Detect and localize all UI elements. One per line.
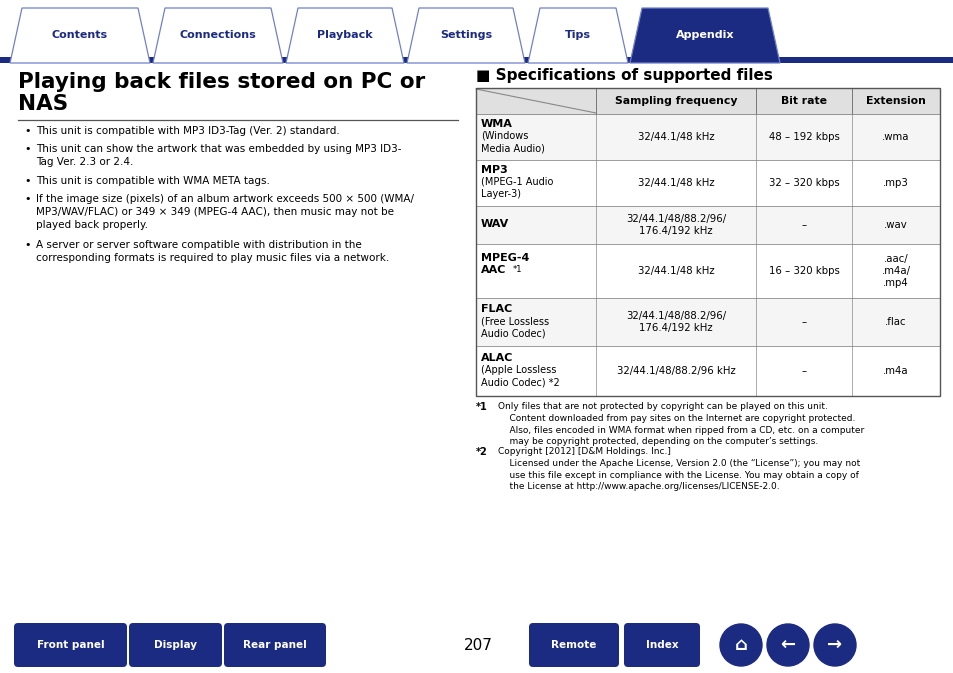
Text: •: •	[24, 240, 30, 250]
Text: (Free Lossless
Audio Codec): (Free Lossless Audio Codec)	[480, 316, 549, 339]
Text: Remote: Remote	[551, 640, 596, 650]
Bar	[476, 346, 939, 396]
Text: .aac/
.m4a/
.mp4: .aac/ .m4a/ .mp4	[881, 254, 909, 289]
Text: –: –	[801, 317, 805, 327]
Bar	[476, 88, 939, 396]
Text: Display: Display	[153, 640, 196, 650]
Text: Rear panel: Rear panel	[243, 640, 307, 650]
Text: 48 – 192 kbps: 48 – 192 kbps	[768, 132, 839, 142]
Text: 32 – 320 kbps: 32 – 320 kbps	[768, 178, 839, 188]
FancyBboxPatch shape	[14, 623, 127, 667]
Text: .wav: .wav	[883, 220, 907, 230]
Text: MP3: MP3	[480, 165, 507, 175]
Text: .flac: .flac	[884, 317, 905, 327]
Text: ALAC: ALAC	[480, 353, 513, 363]
Text: Settings: Settings	[439, 30, 492, 40]
Circle shape	[766, 624, 808, 666]
Text: (Apple Lossless
Audio Codec) *2: (Apple Lossless Audio Codec) *2	[480, 365, 559, 388]
Text: Index: Index	[645, 640, 678, 650]
Text: *2: *2	[476, 447, 487, 457]
Bar	[476, 206, 939, 244]
Text: •: •	[24, 176, 30, 186]
Text: Bit rate: Bit rate	[781, 96, 826, 106]
Polygon shape	[629, 8, 780, 63]
Text: (MPEG-1 Audio
Layer-3): (MPEG-1 Audio Layer-3)	[480, 177, 553, 199]
Polygon shape	[527, 8, 627, 63]
Text: 32/44.1/48 kHz: 32/44.1/48 kHz	[637, 132, 714, 142]
Polygon shape	[407, 8, 524, 63]
Text: ⌂: ⌂	[734, 636, 746, 654]
Bar	[476, 298, 939, 346]
Text: →: →	[826, 636, 841, 654]
Text: •: •	[24, 194, 30, 204]
Text: 16 – 320 kbps: 16 – 320 kbps	[768, 266, 839, 276]
FancyBboxPatch shape	[623, 623, 700, 667]
Text: FLAC: FLAC	[480, 304, 512, 314]
Text: Playing back files stored on PC or: Playing back files stored on PC or	[18, 72, 425, 92]
Text: WAV: WAV	[480, 219, 509, 229]
Polygon shape	[152, 8, 283, 63]
Text: *1: *1	[476, 402, 487, 412]
Text: •: •	[24, 126, 30, 136]
Text: –: –	[801, 220, 805, 230]
Text: .mp3: .mp3	[882, 178, 908, 188]
Text: This unit is compatible with WMA META tags.: This unit is compatible with WMA META ta…	[36, 176, 270, 186]
Text: This unit is compatible with MP3 ID3-Tag (Ver. 2) standard.: This unit is compatible with MP3 ID3-Tag…	[36, 126, 339, 136]
Text: 207: 207	[463, 637, 492, 653]
Text: Front panel: Front panel	[36, 640, 104, 650]
Text: 32/44.1/48 kHz: 32/44.1/48 kHz	[637, 178, 714, 188]
Text: Contents: Contents	[51, 30, 108, 40]
Text: .m4a: .m4a	[882, 366, 908, 376]
Text: Sampling frequency: Sampling frequency	[614, 96, 737, 106]
FancyBboxPatch shape	[129, 623, 222, 667]
Circle shape	[813, 624, 855, 666]
Text: 32/44.1/48/88.2/96 kHz: 32/44.1/48/88.2/96 kHz	[616, 366, 735, 376]
Text: This unit can show the artwork that was embedded by using MP3 ID3-
Tag Ver. 2.3 : This unit can show the artwork that was …	[36, 144, 401, 167]
Text: •: •	[24, 144, 30, 154]
Polygon shape	[10, 8, 150, 63]
Text: Tips: Tips	[564, 30, 590, 40]
Text: 32/44.1/48/88.2/96/
176.4/192 kHz: 32/44.1/48/88.2/96/ 176.4/192 kHz	[625, 214, 725, 236]
Text: ←: ←	[780, 636, 795, 654]
Text: NAS: NAS	[18, 94, 69, 114]
Bar	[476, 114, 939, 160]
Circle shape	[720, 624, 761, 666]
Text: MPEG-4
AAC: MPEG-4 AAC	[480, 253, 529, 275]
Text: If the image size (pixels) of an album artwork exceeds 500 × 500 (WMA/
MP3/WAV/F: If the image size (pixels) of an album a…	[36, 194, 414, 230]
Text: Extension: Extension	[865, 96, 925, 106]
FancyBboxPatch shape	[224, 623, 326, 667]
Text: A server or server software compatible with distribution in the
corresponding fo: A server or server software compatible w…	[36, 240, 389, 263]
Text: Playback: Playback	[316, 30, 373, 40]
Text: 32/44.1/48/88.2/96/
176.4/192 kHz: 32/44.1/48/88.2/96/ 176.4/192 kHz	[625, 311, 725, 333]
Polygon shape	[286, 8, 403, 63]
Text: 32/44.1/48 kHz: 32/44.1/48 kHz	[637, 266, 714, 276]
Text: WMA: WMA	[480, 119, 513, 129]
Bar	[476, 244, 939, 298]
Bar	[476, 160, 939, 206]
Text: Appendix: Appendix	[675, 30, 734, 40]
Text: *1: *1	[513, 265, 522, 274]
Bar	[0, 57, 953, 63]
Text: –: –	[801, 366, 805, 376]
Text: .wma: .wma	[882, 132, 909, 142]
Text: (Windows
Media Audio): (Windows Media Audio)	[480, 131, 544, 153]
Bar	[476, 88, 939, 114]
Text: Copyright [2012] [D&M Holdings. Inc.]
    Licensed under the Apache License, Ver: Copyright [2012] [D&M Holdings. Inc.] Li…	[497, 447, 860, 491]
FancyBboxPatch shape	[529, 623, 618, 667]
Text: Only files that are not protected by copyright can be played on this unit.
    C: Only files that are not protected by cop…	[497, 402, 863, 446]
Text: ■ Specifications of supported files: ■ Specifications of supported files	[476, 68, 772, 83]
Text: Connections: Connections	[179, 30, 256, 40]
